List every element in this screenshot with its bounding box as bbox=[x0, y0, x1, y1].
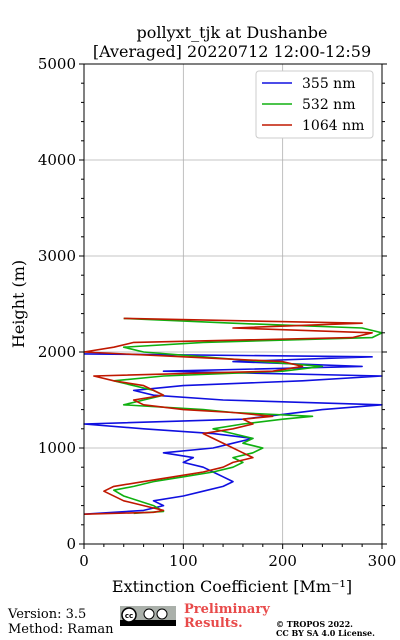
legend-label-2: 532 nm bbox=[302, 97, 355, 113]
copyright-line2: CC BY SA 4.0 License. bbox=[276, 628, 375, 638]
x-tick-label: 100 bbox=[169, 552, 198, 570]
legend-label-1: 355 nm bbox=[302, 76, 355, 92]
preliminary-results-text: Preliminary Results. bbox=[184, 603, 270, 631]
chart-title-line1: pollyxt_tjk at Dushanbe bbox=[136, 23, 327, 42]
method-text: Method: Raman bbox=[8, 622, 114, 637]
series-layer bbox=[83, 317, 383, 515]
y-tick-label: 1000 bbox=[38, 439, 76, 457]
y-tick-label: 3000 bbox=[38, 247, 76, 265]
svg-text:cc: cc bbox=[125, 612, 133, 620]
cc-by-sa-badge: cc bbox=[120, 606, 176, 626]
legend-box bbox=[255, 70, 374, 139]
y-tick-label: 5000 bbox=[38, 55, 76, 73]
y-tick-label: 0 bbox=[66, 535, 76, 553]
series-line-3 bbox=[83, 317, 373, 515]
series-line-2 bbox=[113, 317, 383, 515]
x-tick-label: 0 bbox=[79, 552, 89, 570]
version-text: Version: 3.5 bbox=[8, 607, 87, 622]
legend-label-3: 1064 nm bbox=[302, 118, 364, 134]
series-line-1 bbox=[83, 353, 383, 515]
y-tick-label: 4000 bbox=[38, 151, 76, 169]
preliminary-line1: Preliminary bbox=[184, 602, 270, 617]
copyright-text: © TROPOS 2022. CC BY SA 4.0 License. bbox=[276, 620, 375, 638]
x-tick-label: 300 bbox=[368, 552, 397, 570]
copyright-line1: © TROPOS 2022. bbox=[276, 619, 353, 629]
x-axis-label: Extinction Coefficient [Mm⁻¹] bbox=[112, 577, 352, 596]
x-tick-label: 200 bbox=[268, 552, 297, 570]
chart-title-line2: [Averaged] 20220712 12:00-12:59 bbox=[93, 42, 371, 61]
preliminary-line2: Results. bbox=[184, 616, 243, 631]
y-tick-label: 2000 bbox=[38, 343, 76, 361]
plot-frame bbox=[83, 63, 383, 545]
legend: 355 nm 532 nm 1064 nm bbox=[255, 70, 374, 139]
y-axis-label: Height (m) bbox=[9, 260, 28, 348]
